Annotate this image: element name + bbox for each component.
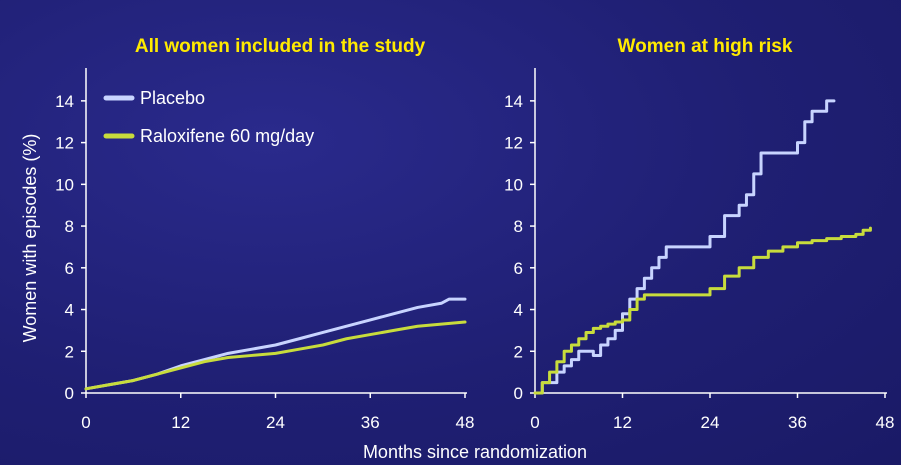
y-tick-label: 10 [504, 175, 523, 194]
x-tick-label: 24 [701, 413, 720, 432]
y-tick-label: 2 [514, 342, 523, 361]
y-tick-label: 10 [55, 175, 74, 194]
y-tick-label: 8 [514, 217, 523, 236]
x-tick-label: 48 [456, 413, 475, 432]
series-line-placebo [84, 297, 467, 391]
legend-label: Raloxifene 60 mg/day [140, 126, 314, 146]
legend-label: Placebo [140, 88, 205, 108]
x-tick-label: 48 [876, 413, 895, 432]
series-line-raloxifene-60-mg-day [84, 320, 467, 391]
y-tick-label: 0 [65, 384, 74, 403]
series-line-raloxifene-60-mg-day [533, 226, 872, 395]
x-axis-title: Months since randomization [363, 442, 587, 462]
chart-title: Women at high risk [618, 36, 793, 57]
panel-all-women: All women included in the study024681012… [20, 36, 474, 432]
x-tick-label: 0 [81, 413, 90, 432]
chart-title: All women included in the study [135, 36, 426, 57]
y-tick-label: 2 [65, 342, 74, 361]
x-tick-label: 36 [788, 413, 807, 432]
y-tick-label: 4 [514, 301, 523, 320]
y-tick-label: 4 [65, 301, 74, 320]
y-tick-label: 6 [65, 259, 74, 278]
x-tick-label: 24 [266, 413, 285, 432]
x-tick-label: 36 [361, 413, 380, 432]
y-tick-label: 6 [514, 259, 523, 278]
series-line-placebo [533, 99, 836, 395]
x-tick-label: 12 [613, 413, 632, 432]
y-tick-label: 12 [55, 134, 74, 153]
y-tick-label: 0 [514, 384, 523, 403]
y-axis-title: Women with episodes (%) [20, 134, 40, 343]
y-tick-label: 8 [65, 217, 74, 236]
x-tick-label: 12 [171, 413, 190, 432]
y-tick-label: 14 [55, 92, 74, 111]
x-tick-label: 0 [530, 413, 539, 432]
y-tick-label: 14 [504, 92, 523, 111]
y-tick-label: 12 [504, 134, 523, 153]
